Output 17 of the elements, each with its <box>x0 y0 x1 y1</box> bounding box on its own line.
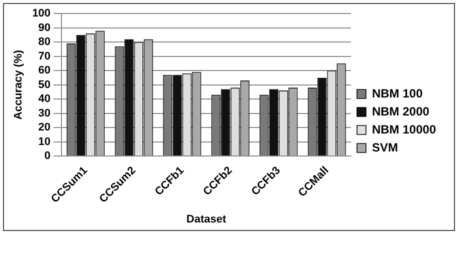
y-tick-label: 0 <box>44 150 51 162</box>
y-tick-label: 30 <box>38 107 51 120</box>
x-axis-title: Dataset <box>186 213 226 226</box>
legend-label: NBM 100 <box>372 86 423 100</box>
y-tick-label: 50 <box>38 78 51 91</box>
y-tick-label: 80 <box>38 36 51 48</box>
y-axis-title: Accuracy (%) <box>12 50 25 120</box>
y-tick-label: 10 <box>38 136 51 148</box>
legend-label: SVM <box>372 140 398 154</box>
y-tick-label: 90 <box>38 22 51 34</box>
y-tick-label: 60 <box>38 64 51 77</box>
y-tick-label: 70 <box>38 50 51 62</box>
y-tick-label: 40 <box>38 93 51 106</box>
y-tick-label: 20 <box>38 122 51 134</box>
legend-label: NBM 2000 <box>372 104 430 118</box>
legend-label: NBM 10000 <box>372 122 436 136</box>
y-tick-label: 100 <box>32 8 51 20</box>
